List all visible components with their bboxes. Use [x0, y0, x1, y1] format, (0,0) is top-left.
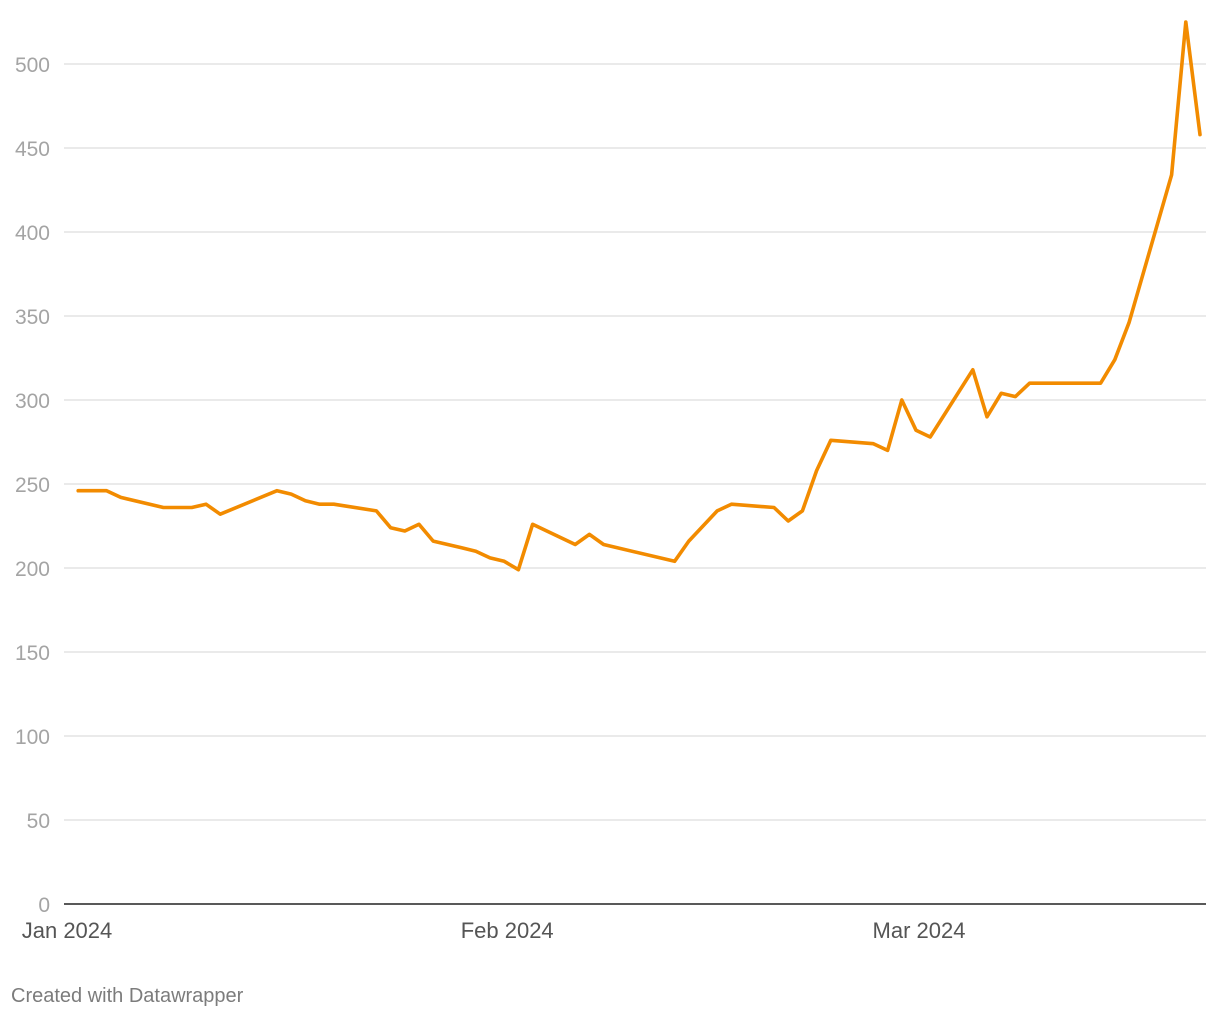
x-tick-label: Mar 2024 [873, 918, 966, 943]
y-tick-label: 350 [15, 306, 50, 329]
series-lines [76, 20, 1202, 572]
y-gridlines [64, 63, 1206, 821]
y-tick-label: 0 [38, 894, 50, 917]
y-tick-label: 500 [15, 54, 50, 77]
x-tick-labels: Jan 2024 Feb 2024 Mar 2024 [22, 918, 966, 943]
y-tick-label: 100 [15, 726, 50, 749]
y-tick-label: 200 [15, 558, 50, 581]
y-tick-label: 150 [15, 642, 50, 665]
y-tick-label: 450 [15, 138, 50, 161]
x-tick-label: Jan 2024 [22, 918, 113, 943]
y-tick-label: 250 [15, 474, 50, 497]
x-tick-label: Feb 2024 [461, 918, 554, 943]
y-tick-labels: 0 50 100 150 200 250 300 350 400 450 500 [15, 54, 50, 917]
datawrapper-credit: Created with Datawrapper [11, 985, 244, 1007]
y-tick-label: 300 [15, 390, 50, 413]
series-line-0 [76, 20, 1202, 572]
y-tick-label: 400 [15, 222, 50, 245]
y-tick-label: 50 [27, 810, 50, 833]
